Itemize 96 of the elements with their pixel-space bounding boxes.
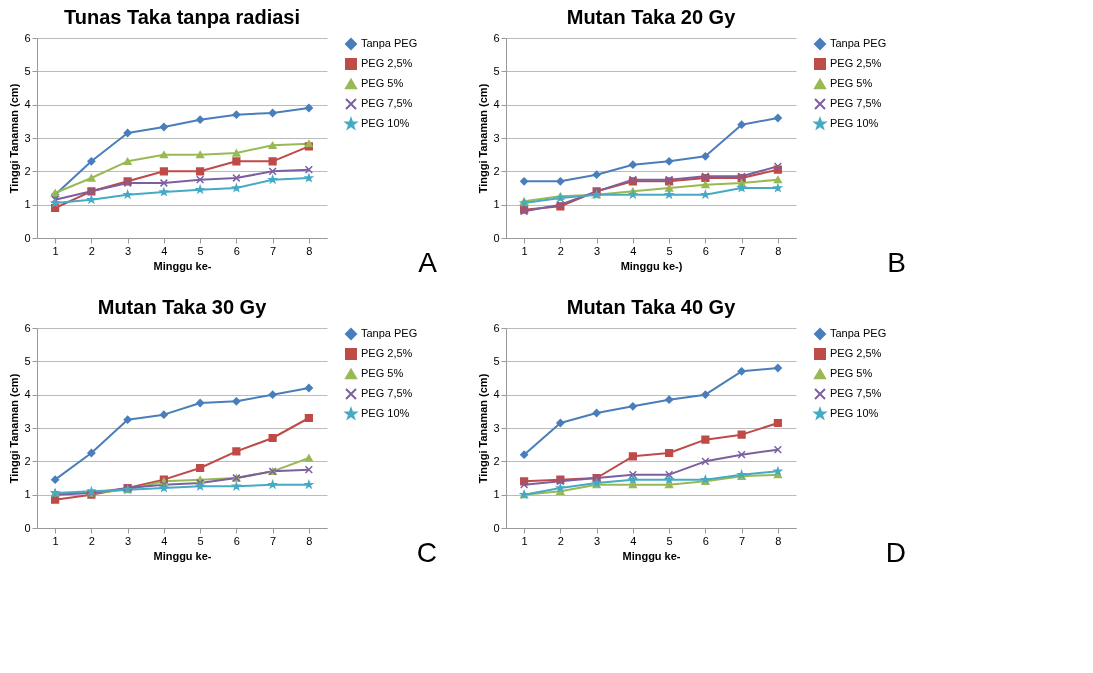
legend-label: PEG 2,5%	[361, 57, 413, 69]
y-tick-label: 1	[24, 488, 31, 501]
x-tick-label: 4	[630, 534, 637, 547]
y-tick-label: 3	[24, 131, 31, 144]
y-tick-label: 2	[24, 454, 31, 467]
x-tick-label: 1	[521, 534, 528, 547]
y-tick-label: 2	[493, 454, 500, 467]
text: A	[418, 247, 438, 278]
y-tick-label: 3	[493, 131, 500, 144]
x-tick-label: 3	[125, 244, 132, 257]
y-tick-label: 0	[24, 521, 31, 534]
y-tick-label: 3	[493, 421, 500, 434]
y-tick-label: 6	[24, 31, 31, 44]
y-tick-label: 1	[493, 198, 500, 211]
legend-label: PEG 5%	[361, 77, 404, 89]
y-axis-title: Tinggi Tanaman (cm)	[477, 373, 490, 484]
x-tick-label: 7	[270, 244, 277, 257]
x-tick-label: 3	[594, 244, 601, 257]
x-tick-label: 8	[306, 244, 313, 257]
x-tick-label: 6	[233, 244, 240, 257]
y-tick-label: 5	[24, 354, 31, 367]
y-tick-label: 6	[493, 31, 500, 44]
legend-label: PEG 10%	[830, 117, 879, 129]
x-tick-label: 4	[161, 534, 168, 547]
legend-label: PEG 7,5%	[830, 97, 882, 109]
x-tick-label: 2	[88, 534, 95, 547]
x-axis-title: Minggu ke-	[622, 549, 681, 562]
legend-label: Tanpa PEG	[830, 37, 887, 49]
x-tick-label: 1	[521, 244, 528, 257]
x-axis-title: Minggu ke-	[153, 549, 212, 562]
x-axis-title: Minggu ke-	[153, 259, 212, 272]
x-tick-label: 2	[88, 244, 95, 257]
x-tick-label: 2	[557, 244, 564, 257]
x-tick-label: 6	[233, 534, 240, 547]
chart-title: Mutan Taka 30 Gy	[97, 296, 268, 318]
text: D	[885, 537, 906, 568]
x-tick-label: 3	[594, 534, 601, 547]
y-axis-title: Tinggi Tanaman (cm)	[8, 373, 21, 484]
legend-label: PEG 10%	[361, 407, 410, 419]
x-tick-label: 8	[775, 534, 782, 547]
y-tick-label: 0	[493, 521, 500, 534]
x-tick-label: 5	[666, 244, 673, 257]
legend-label: PEG 7,5%	[830, 387, 882, 399]
y-tick-label: 0	[493, 231, 500, 244]
legend-label: Tanpa PEG	[830, 327, 887, 339]
y-tick-label: 2	[493, 164, 500, 177]
y-tick-label: 5	[24, 64, 31, 77]
x-tick-label: 5	[197, 244, 204, 257]
x-tick-label: 5	[197, 534, 204, 547]
y-axis-title: Tinggi Tanaman (cm)	[8, 83, 21, 194]
x-tick-label: 1	[52, 244, 59, 257]
x-tick-label: 4	[630, 244, 637, 257]
x-tick-label: 6	[702, 534, 709, 547]
legend-label: PEG 5%	[830, 367, 873, 379]
legend-label: Tanpa PEG	[361, 37, 418, 49]
y-tick-label: 6	[24, 321, 31, 334]
x-tick-label: 7	[270, 534, 277, 547]
x-tick-label: 7	[739, 244, 746, 257]
x-tick-label: 5	[666, 534, 673, 547]
y-tick-label: 4	[24, 98, 31, 111]
x-axis-title: Minggu ke-)	[620, 259, 683, 272]
y-tick-label: 1	[493, 488, 500, 501]
y-tick-label: 3	[24, 421, 31, 434]
y-tick-label: 4	[493, 98, 500, 111]
y-tick-label: 2	[24, 164, 31, 177]
chart-title: Tunas Taka tanpa radiasi	[63, 6, 301, 28]
y-tick-label: 1	[24, 198, 31, 211]
legend-label: PEG 10%	[830, 407, 879, 419]
text: B	[887, 247, 906, 278]
x-tick-label: 8	[775, 244, 782, 257]
x-tick-label: 6	[702, 244, 709, 257]
x-tick-label: 8	[306, 534, 313, 547]
legend-label: PEG 5%	[830, 77, 873, 89]
chart-title: Mutan Taka 40 Gy	[566, 296, 737, 318]
legend-label: PEG 7,5%	[361, 387, 413, 399]
legend-label: PEG 2,5%	[830, 347, 882, 359]
x-tick-label: 4	[161, 244, 168, 257]
legend-label: PEG 2,5%	[361, 347, 413, 359]
x-tick-label: 3	[125, 534, 132, 547]
chart-title: Mutan Taka 20 Gy	[566, 6, 737, 28]
x-tick-label: 2	[557, 534, 564, 547]
y-tick-label: 5	[493, 354, 500, 367]
legend-label: Tanpa PEG	[361, 327, 418, 339]
legend-label: PEG 2,5%	[830, 57, 882, 69]
y-tick-label: 6	[493, 321, 500, 334]
y-tick-label: 4	[24, 388, 31, 401]
legend-label: PEG 5%	[361, 367, 404, 379]
y-tick-label: 4	[493, 388, 500, 401]
text: C	[416, 537, 437, 568]
y-tick-label: 5	[493, 64, 500, 77]
legend-label: PEG 7,5%	[361, 97, 413, 109]
y-axis-title: Tinggi Tanaman (cm)	[477, 83, 490, 194]
y-tick-label: 0	[24, 231, 31, 244]
legend-label: PEG 10%	[361, 117, 410, 129]
x-tick-label: 1	[52, 534, 59, 547]
x-tick-label: 7	[739, 534, 746, 547]
